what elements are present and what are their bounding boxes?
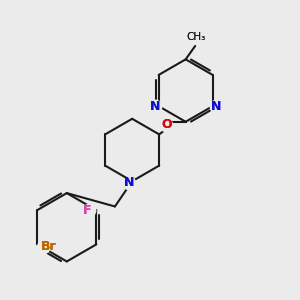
- Text: N: N: [150, 100, 160, 113]
- Text: CH₃: CH₃: [186, 32, 206, 42]
- Text: CH₃: CH₃: [186, 32, 206, 42]
- Text: O: O: [161, 118, 172, 131]
- Text: N: N: [211, 100, 221, 113]
- Text: Br: Br: [41, 240, 56, 253]
- Text: Br: Br: [41, 240, 56, 253]
- Text: N: N: [124, 176, 134, 189]
- Text: N: N: [124, 176, 134, 189]
- Text: F: F: [82, 204, 91, 217]
- Text: N: N: [150, 100, 160, 113]
- Text: F: F: [82, 204, 91, 217]
- Text: O: O: [161, 118, 172, 131]
- Text: N: N: [211, 100, 221, 113]
